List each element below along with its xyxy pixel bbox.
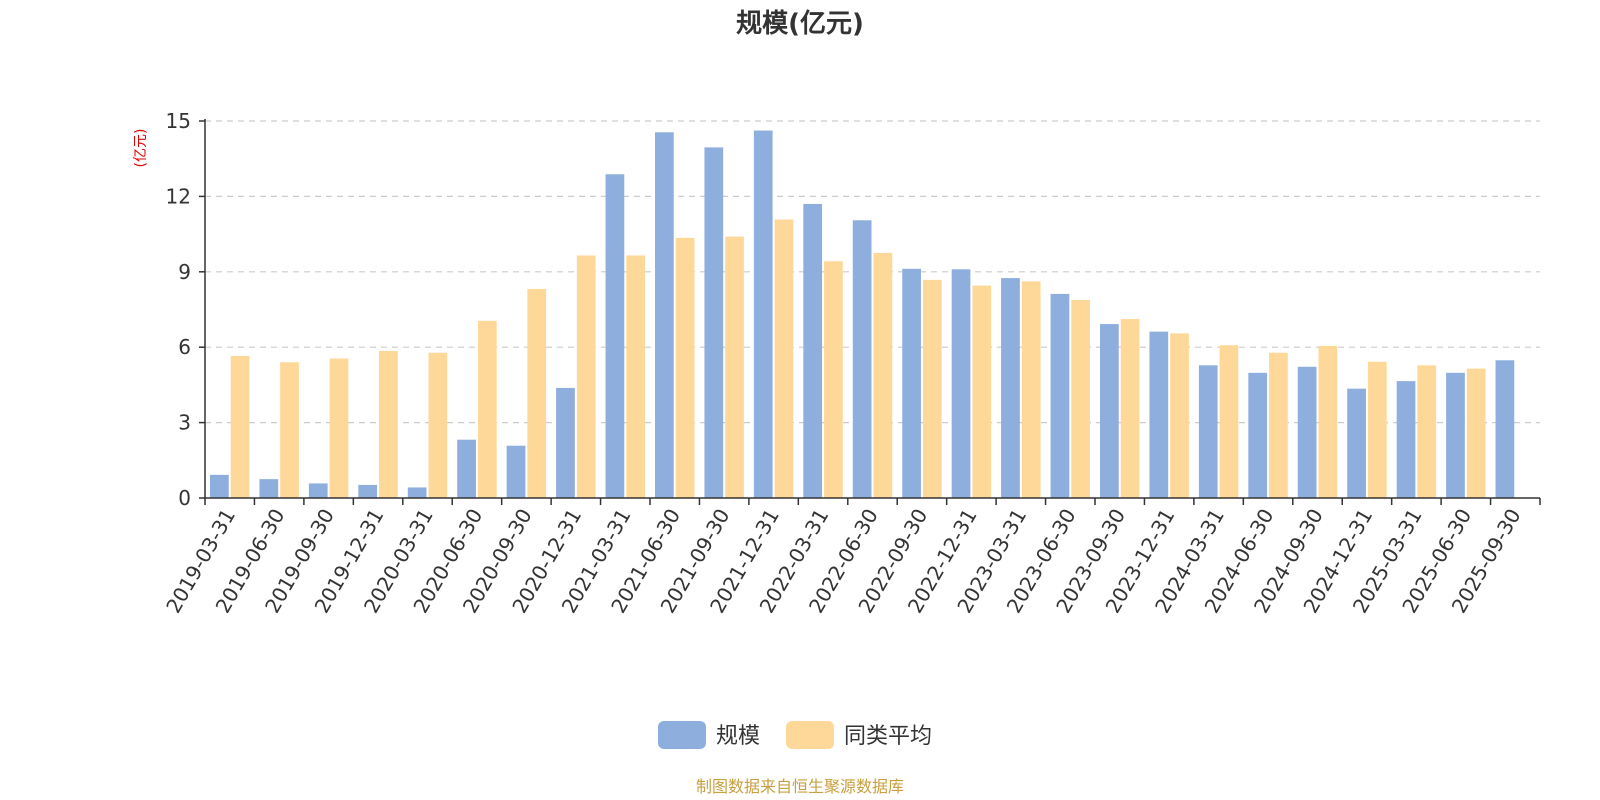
source-note: 制图数据来自恒生聚源数据库: [696, 777, 904, 796]
bar-peer-average: [1021, 281, 1041, 498]
x-axis: 2019-03-312019-06-302019-09-302019-12-31…: [161, 497, 1541, 617]
bar-peer-average: [576, 255, 596, 498]
chart-title: 规模(亿元): [736, 9, 864, 39]
bar-scale: [1396, 381, 1416, 498]
bar-peer-average: [1170, 333, 1189, 498]
y-tick-label: 0: [178, 486, 191, 510]
bar-scale: [753, 130, 773, 498]
bar-scale: [1149, 331, 1169, 498]
y-tick-label: 12: [166, 184, 191, 208]
bar-peer-average: [873, 252, 893, 498]
bar-scale: [1198, 365, 1218, 498]
bars: [210, 130, 1515, 499]
bar-scale: [951, 269, 971, 498]
bar-scale: [704, 147, 724, 498]
bar-peer-average: [1466, 368, 1486, 498]
bar-peer-average: [1417, 365, 1437, 498]
bar-peer-average: [527, 288, 547, 498]
grid-lines: [205, 120, 1540, 424]
y-axis: 0 3 6 9 12 15: [166, 109, 206, 510]
bar-peer-average: [329, 358, 349, 498]
bar-peer-average: [675, 237, 695, 498]
legend-label: 规模: [716, 724, 760, 749]
bar-peer-average: [922, 279, 942, 498]
bar-scale: [1100, 324, 1119, 498]
bar-peer-average: [280, 362, 299, 498]
y-axis-label: (亿元): [133, 129, 149, 168]
bar-peer-average: [774, 219, 794, 499]
y-tick-label: 6: [178, 335, 191, 359]
bar-peer-average: [1120, 319, 1140, 498]
bar-scale: [407, 487, 427, 498]
y-tick-label: 3: [178, 411, 191, 435]
bar-scale: [1001, 278, 1020, 498]
legend-swatch: [786, 721, 834, 749]
bar-scale: [358, 484, 378, 498]
bar-scale: [852, 220, 872, 498]
bar-scale: [506, 445, 526, 498]
bar-scale: [457, 439, 476, 498]
bar-scale: [605, 174, 625, 499]
bar-peer-average: [477, 320, 497, 498]
bar-peer-average: [725, 236, 744, 498]
legend: 规模 同类平均: [658, 721, 932, 749]
bar-scale: [1347, 388, 1366, 498]
legend-label: 同类平均: [844, 724, 932, 749]
bar-peer-average: [1219, 345, 1239, 498]
bar-scale: [259, 479, 279, 498]
bar-peer-average: [1367, 361, 1387, 498]
bar-scale: [1446, 372, 1465, 498]
bar-scale: [556, 387, 575, 498]
bar-scale: [902, 268, 921, 498]
bar-peer-average: [972, 285, 992, 498]
bar-peer-average: [428, 352, 448, 498]
bar-peer-average: [626, 255, 645, 498]
bar-scale: [803, 203, 823, 498]
bar-scale: [1495, 360, 1515, 498]
y-tick-label: 9: [178, 260, 191, 284]
bar-peer-average: [824, 261, 843, 498]
bar-scale: [210, 474, 229, 498]
bar-scale: [308, 483, 328, 498]
bar-scale: [1050, 293, 1070, 498]
bar-peer-average: [1269, 352, 1288, 498]
bar-scale: [655, 132, 674, 498]
bar-scale: [1248, 372, 1268, 498]
bar-peer-average: [230, 355, 250, 498]
bar-peer-average: [1318, 345, 1338, 498]
legend-swatch: [658, 721, 706, 749]
bar-peer-average: [1071, 299, 1090, 498]
y-tick-label: 15: [166, 109, 191, 133]
bar-peer-average: [379, 350, 398, 498]
bar-scale: [1297, 366, 1317, 498]
